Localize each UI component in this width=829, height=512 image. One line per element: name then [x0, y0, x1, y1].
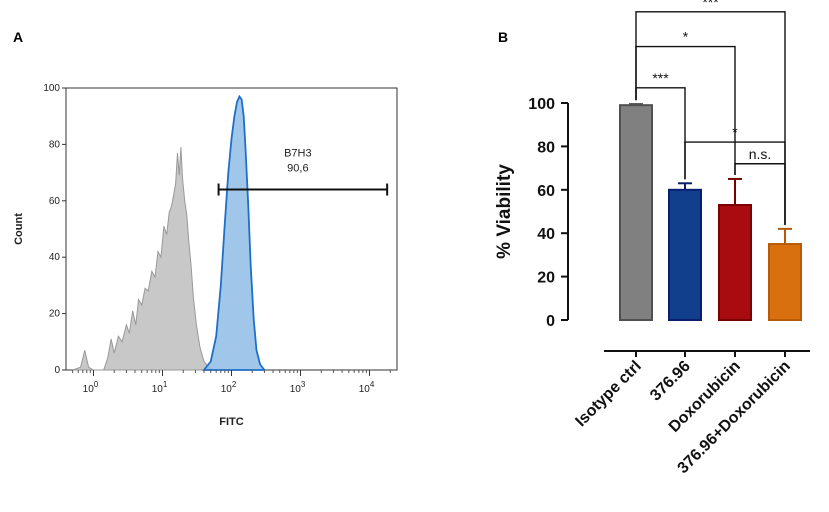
- x-tick-label: 101: [152, 380, 168, 395]
- panel-b-label: B: [498, 29, 509, 45]
- gate-label: B7H3: [284, 148, 312, 160]
- y-tick-label: 20: [537, 270, 555, 287]
- x-tick-label: 104: [359, 380, 375, 395]
- y-tick-label: 100: [528, 96, 555, 113]
- x-tick-label: 102: [221, 380, 237, 395]
- category-label: 376.96: [647, 358, 694, 405]
- y-tick-label: 0: [54, 365, 60, 376]
- y-tick-label: 40: [537, 226, 555, 243]
- significance-label: ***: [702, 0, 719, 10]
- y-tick-label: 80: [49, 139, 61, 150]
- significance-bracket: [734, 163, 786, 225]
- y-axis-title: % Viability: [494, 164, 515, 259]
- histogram-series-b7h3: [202, 94, 266, 371]
- x-axis-title: FITC: [219, 416, 243, 428]
- gate-value: 90,6: [287, 163, 308, 175]
- significance-label: ***: [652, 70, 669, 86]
- x-tick-label: 103: [290, 380, 306, 395]
- y-tick-label: 0: [546, 313, 555, 330]
- bar-1: [619, 104, 653, 321]
- y-tick-label: 60: [49, 196, 61, 207]
- y-axis-title: Count: [13, 213, 25, 245]
- y-tick-label: 40: [49, 252, 61, 263]
- y-tick-label: 100: [43, 83, 60, 94]
- significance-label: *: [732, 124, 738, 140]
- y-tick-label: 20: [49, 309, 61, 320]
- significance-label: n.s.: [749, 146, 772, 162]
- y-tick-label: 80: [537, 139, 555, 156]
- histogram-series-isotype: [72, 147, 216, 371]
- bar-2: [668, 188, 702, 321]
- significance-bracket: [635, 11, 786, 225]
- category-label: Isotype ctrl: [572, 358, 644, 430]
- significance-label: *: [683, 29, 689, 45]
- y-tick-label: 60: [537, 183, 555, 200]
- panel-a-label: A: [13, 29, 24, 45]
- bar-3: [718, 203, 752, 322]
- x-tick-label: 100: [83, 380, 99, 395]
- bar-4: [768, 243, 802, 321]
